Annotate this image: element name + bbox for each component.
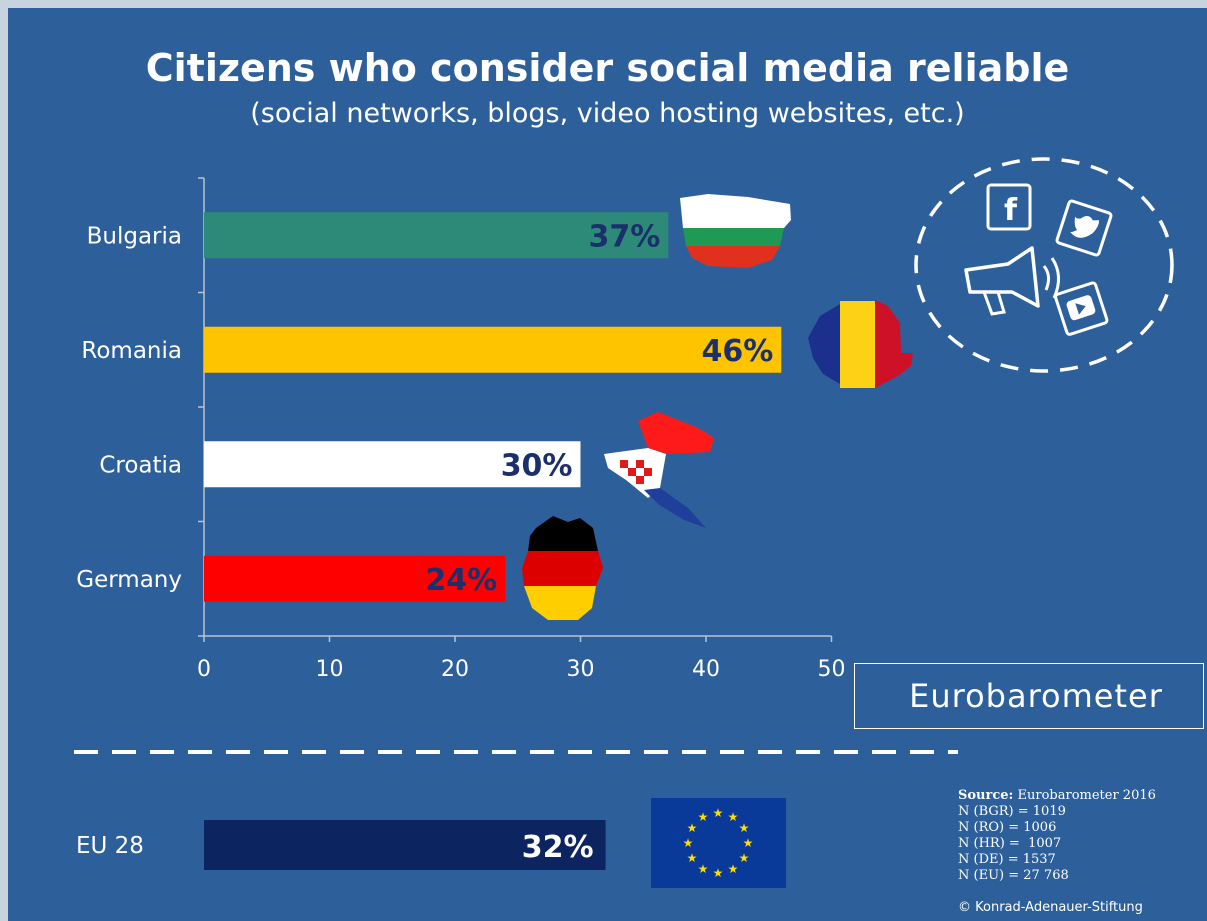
chart-bars: Bulgaria 37% Romania 46% Croatia 30% Germany 24… xyxy=(76,212,782,870)
value-label: 37% xyxy=(589,219,661,254)
eu-star: ★ xyxy=(698,862,709,876)
value-label: 46% xyxy=(701,334,773,369)
category-label: Germany xyxy=(76,567,182,593)
x-tick-label: 50 xyxy=(818,657,846,682)
x-tick-label: 20 xyxy=(441,657,469,682)
eu-star: ★ xyxy=(713,806,724,820)
value-label: 30% xyxy=(501,448,573,483)
youtube-icon xyxy=(1054,281,1109,336)
eu-star: ★ xyxy=(698,810,709,824)
svg-text:f: f xyxy=(1004,193,1018,228)
eu-star: ★ xyxy=(743,836,754,850)
category-label: Bulgaria xyxy=(87,223,182,249)
x-tick-label: 0 xyxy=(197,657,211,682)
infographic-panel: Citizens who consider social media relia… xyxy=(8,8,1207,921)
twitter-icon xyxy=(1055,199,1113,257)
social-media-icons: f xyxy=(914,157,1174,373)
bar-germany xyxy=(204,555,506,602)
x-tick-label: 10 xyxy=(316,657,344,682)
value-label: 24% xyxy=(425,563,497,598)
eu-flag-icon: ★ ★★★★★★★★★★★ xyxy=(651,798,786,888)
sample-size-ro: N (RO) = 1006 xyxy=(958,820,1057,835)
chart-title: Citizens who consider social media relia… xyxy=(145,46,1070,90)
bar-romania xyxy=(204,326,782,373)
source-label: Source: xyxy=(958,788,1014,803)
sample-size-eu: N (EU) = 27 768 xyxy=(958,868,1069,883)
romania-flag-icon xyxy=(808,300,913,388)
source-notes: Source: Eurobarometer 2016 N (BGR) = 101… xyxy=(958,788,1156,884)
croatia-flag-icon xyxy=(604,412,714,528)
chart-subtitle: (social networks, blogs, video hosting w… xyxy=(250,98,965,129)
megaphone-icon xyxy=(964,246,1060,316)
eu-star: ★ xyxy=(739,851,750,865)
bar-bulgaria xyxy=(204,212,669,259)
category-label: EU 28 xyxy=(76,833,144,859)
sample-size-hr: N (HR) = 1007 xyxy=(958,836,1062,851)
eu-star: ★ xyxy=(687,821,698,835)
value-label: 32% xyxy=(522,830,594,865)
source-text: Eurobarometer 2016 xyxy=(1017,788,1156,803)
bulgaria-flag-icon xyxy=(680,194,791,268)
bar-chart: 0 10 20 30 40 50 Bulgaria 37% Romania 46% Croatia… xyxy=(74,157,1174,888)
facebook-icon: f xyxy=(986,183,1032,231)
eu-star: ★ xyxy=(683,836,694,850)
sample-size-de: N (DE) = 1537 xyxy=(958,852,1056,867)
eurobarometer-badge: Eurobarometer xyxy=(854,663,1204,729)
category-label: Croatia xyxy=(99,452,182,478)
sample-size-bgr: N (BGR) = 1019 xyxy=(958,804,1066,819)
germany-flag-icon xyxy=(522,516,603,620)
eu-star: ★ xyxy=(687,851,698,865)
category-label: Romania xyxy=(81,338,182,364)
eu-star: ★ xyxy=(739,821,750,835)
x-tick-label: 40 xyxy=(692,657,720,682)
bar-croatia xyxy=(204,441,581,488)
x-tick-label: 30 xyxy=(567,657,595,682)
copyright-notice: © Konrad-Adenauer-Stiftung xyxy=(958,900,1143,915)
eu-star: ★ xyxy=(728,810,739,824)
eu-star: ★ xyxy=(728,862,739,876)
bar-eu-28 xyxy=(204,820,606,870)
country-flags xyxy=(522,194,913,620)
eu-star: ★ xyxy=(713,866,724,880)
